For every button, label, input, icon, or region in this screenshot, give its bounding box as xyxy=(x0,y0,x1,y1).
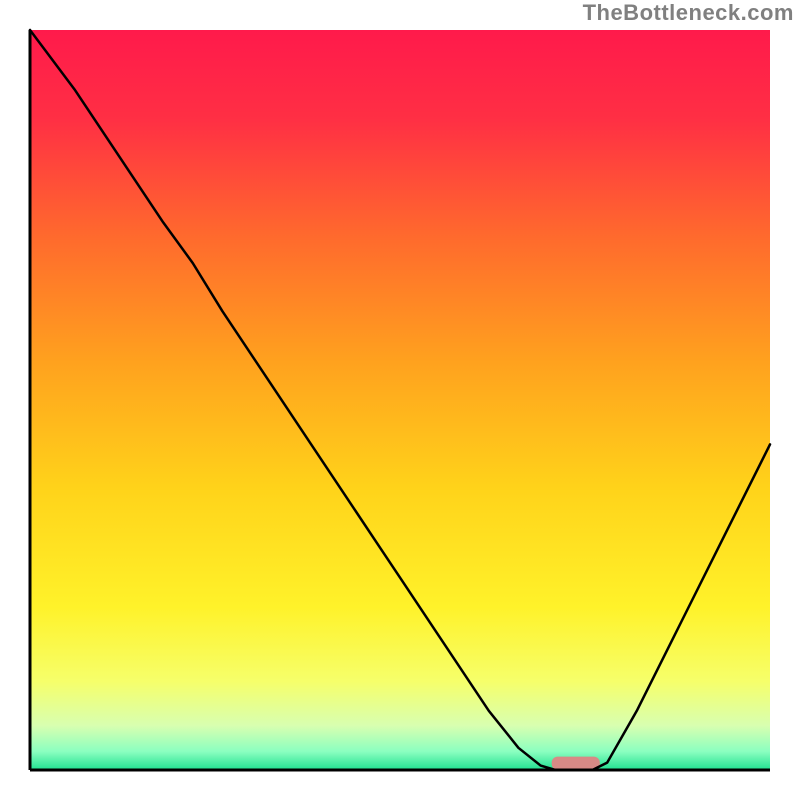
chart-svg xyxy=(0,0,800,800)
watermark-text: TheBottleneck.com xyxy=(583,0,794,26)
bottleneck-chart xyxy=(0,0,800,800)
stage: TheBottleneck.com xyxy=(0,0,800,800)
valley-marker xyxy=(552,757,600,770)
plot-background xyxy=(30,30,770,770)
